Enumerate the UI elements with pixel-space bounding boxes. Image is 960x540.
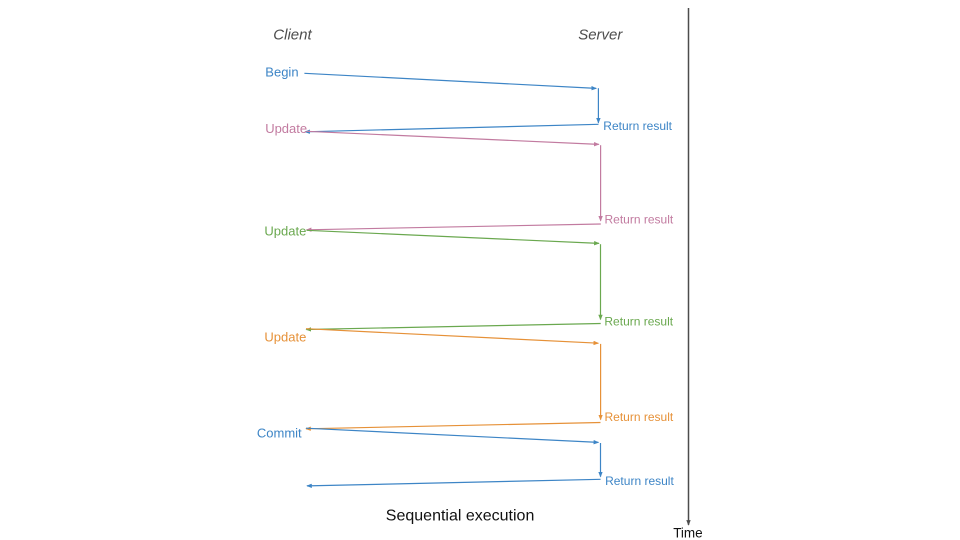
svg-text:Return result: Return result: [605, 213, 674, 227]
svg-text:Time: Time: [673, 525, 703, 540]
svg-text:Return result: Return result: [603, 119, 672, 133]
svg-text:Begin: Begin: [265, 65, 298, 80]
svg-text:Server: Server: [578, 27, 623, 44]
svg-text:Return result: Return result: [604, 315, 673, 329]
svg-text:Client: Client: [273, 27, 312, 44]
svg-text:Update: Update: [265, 121, 307, 136]
svg-text:Update: Update: [264, 330, 306, 345]
svg-text:Update: Update: [264, 224, 306, 239]
svg-text:Sequential execution: Sequential execution: [386, 507, 535, 524]
svg-text:Commit: Commit: [257, 426, 302, 441]
svg-text:Return result: Return result: [605, 410, 674, 424]
svg-text:Return result: Return result: [605, 474, 674, 488]
